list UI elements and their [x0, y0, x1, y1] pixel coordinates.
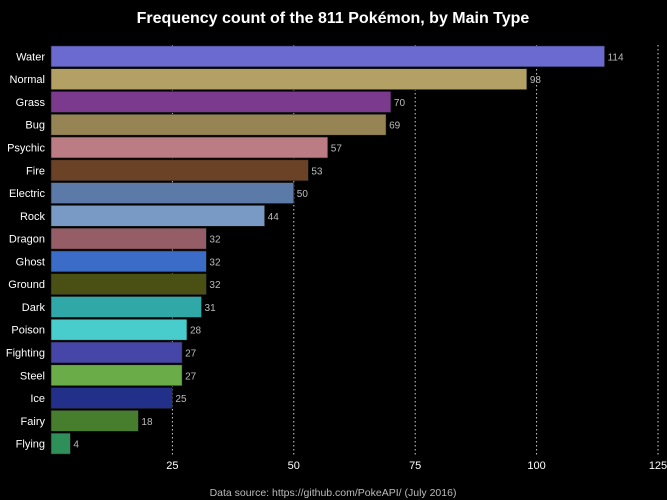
- bar-fire: [50, 159, 309, 182]
- value-label-ghost: 32: [209, 257, 221, 268]
- value-label-dragon: 32: [209, 235, 221, 246]
- value-label-fairy: 18: [141, 417, 153, 428]
- bar-fairy: [50, 410, 139, 432]
- value-label-water: 114: [608, 52, 624, 63]
- category-label-fire: Fire: [26, 165, 45, 177]
- value-label-dark: 31: [205, 303, 217, 314]
- category-label-ghost: Ghost: [16, 256, 45, 268]
- category-label-dark: Dark: [22, 302, 46, 314]
- value-label-rock: 44: [268, 212, 280, 223]
- bar-rock: [50, 205, 265, 227]
- value-label-steel: 27: [185, 371, 197, 382]
- value-label-fire: 53: [311, 166, 323, 177]
- value-label-psychic: 57: [331, 144, 343, 155]
- category-label-rock: Rock: [20, 211, 46, 223]
- category-label-fairy: Fairy: [21, 416, 46, 428]
- grid-lines: [171, 45, 659, 455]
- category-label-bug: Bug: [25, 120, 45, 132]
- category-label-grass: Grass: [16, 97, 46, 109]
- x-tick-label: 25: [166, 460, 178, 472]
- category-label-poison: Poison: [11, 325, 45, 337]
- x-tick-label: 125: [649, 460, 667, 472]
- bar-ice: [50, 387, 173, 409]
- data-source-note: Data source: https://github.com/PokeAPI/…: [210, 487, 457, 499]
- bar-fighting: [50, 341, 183, 364]
- category-labels: Water Normal Grass Bug Psychic Fire Electric Ro…: [6, 51, 46, 450]
- bar-bug: [50, 113, 387, 136]
- bar-dark: [50, 296, 202, 318]
- value-label-poison: 28: [190, 326, 202, 337]
- x-axis-ticks: 25 50 75 100 125: [166, 460, 667, 472]
- chart-title: Frequency count of the 811 Pokémon, by M…: [137, 10, 530, 27]
- bar-normal: [50, 68, 528, 90]
- bar-flying: [50, 432, 71, 455]
- category-label-electric: Electric: [9, 188, 46, 200]
- bar-ground: [50, 273, 207, 295]
- value-labels: 114 98 70 69 57 53 50 44 32 32 32 31 28 27 27 25 18 4: [73, 52, 624, 450]
- category-label-dragon: Dragon: [9, 234, 45, 246]
- x-tick-label: 50: [288, 460, 300, 472]
- x-tick-label: 100: [527, 460, 545, 472]
- bar-water: [50, 45, 605, 68]
- bar-electric: [50, 182, 295, 204]
- bar-grass: [50, 91, 392, 113]
- category-label-steel: Steel: [20, 370, 45, 382]
- value-label-grass: 70: [394, 98, 406, 109]
- bar-dragon: [50, 227, 207, 250]
- category-label-flying: Flying: [16, 439, 45, 451]
- bar-psychic: [50, 136, 329, 159]
- value-label-ice: 25: [175, 394, 187, 405]
- category-label-fighting: Fighting: [6, 348, 45, 360]
- x-tick-label: 75: [409, 460, 421, 472]
- category-label-water: Water: [16, 51, 45, 63]
- value-label-flying: 4: [73, 440, 79, 451]
- value-label-ground: 32: [209, 280, 221, 291]
- bar-poison: [50, 318, 188, 341]
- bar-steel: [50, 364, 183, 387]
- category-label-ground: Ground: [8, 279, 45, 291]
- bar-ghost: [50, 250, 207, 273]
- value-label-fighting: 27: [185, 349, 197, 360]
- value-label-bug: 69: [389, 121, 401, 132]
- category-label-psychic: Psychic: [7, 143, 45, 155]
- category-label-normal: Normal: [10, 74, 45, 86]
- value-label-electric: 50: [297, 189, 309, 200]
- value-label-normal: 98: [530, 75, 542, 86]
- category-label-ice: Ice: [30, 393, 45, 405]
- bars: [50, 45, 605, 455]
